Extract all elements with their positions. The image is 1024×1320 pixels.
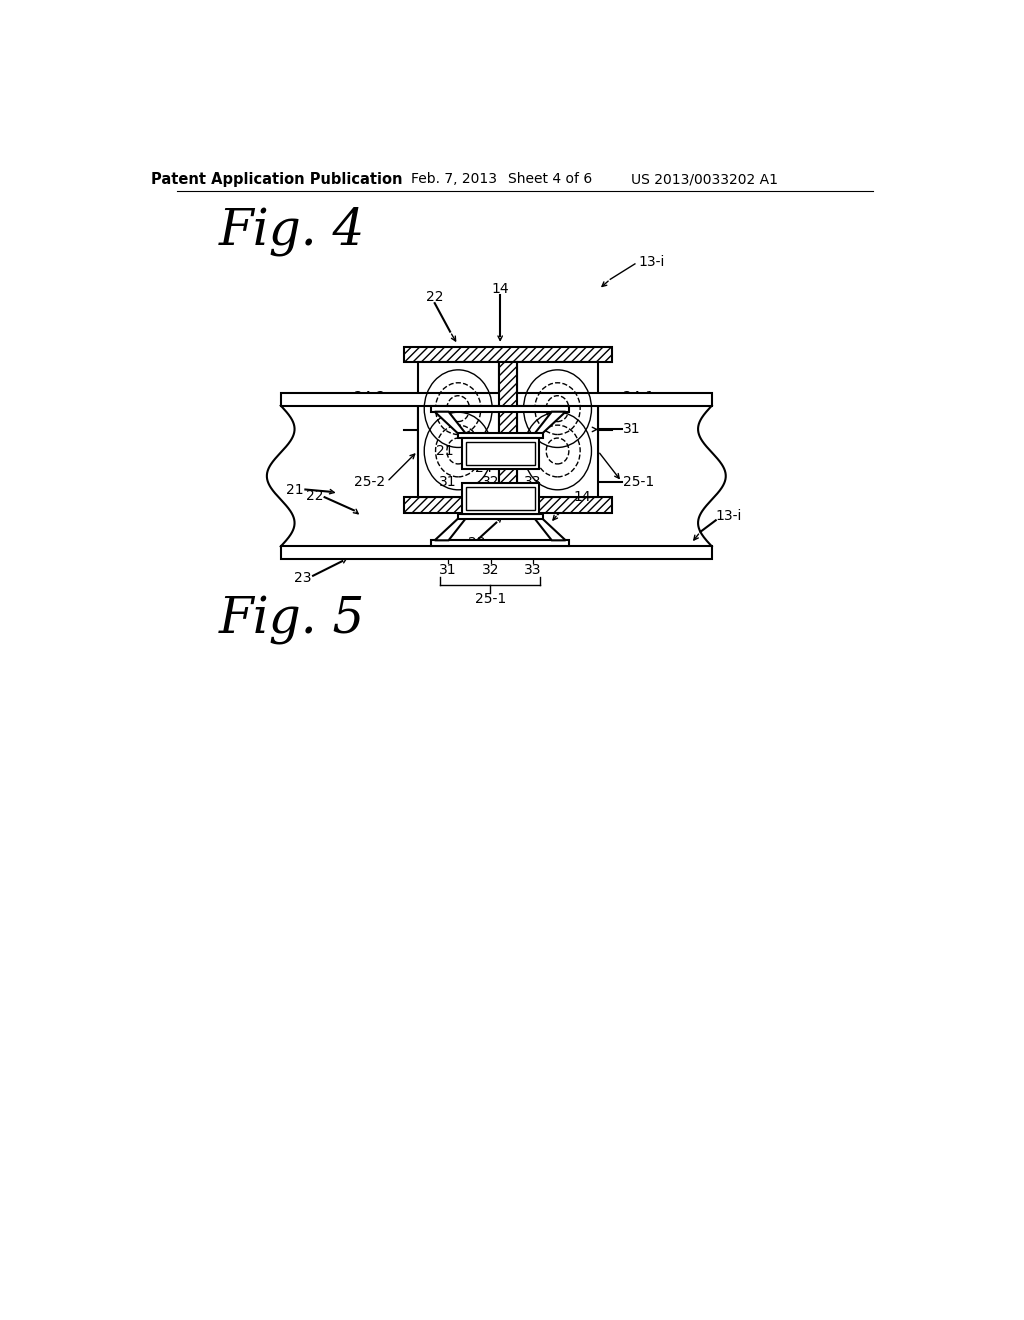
Polygon shape	[535, 519, 565, 540]
Text: US 2013/0033202 A1: US 2013/0033202 A1	[631, 172, 777, 186]
Text: 32: 32	[482, 475, 500, 488]
Text: 31: 31	[624, 422, 641, 437]
Bar	[403, 498, 611, 512]
Text: 14: 14	[492, 282, 509, 296]
Text: 24-1: 24-1	[624, 391, 654, 404]
Bar	[466, 442, 535, 465]
Text: 23: 23	[294, 572, 311, 585]
Text: 25-1: 25-1	[474, 591, 506, 606]
Text: Fig. 4: Fig. 4	[219, 207, 366, 256]
Text: 32: 32	[499, 455, 517, 470]
Text: 14: 14	[573, 490, 591, 504]
Text: Fig. 5: Fig. 5	[219, 595, 366, 645]
Bar	[418, 363, 499, 455]
Bar	[281, 546, 712, 558]
Text: 25-1: 25-1	[624, 475, 654, 488]
Text: Sheet 4 of 6: Sheet 4 of 6	[508, 172, 592, 186]
Text: 24-2: 24-2	[353, 391, 385, 404]
Polygon shape	[435, 519, 466, 540]
Bar	[403, 347, 611, 363]
Text: Patent Application Publication: Patent Application Publication	[152, 172, 402, 186]
Bar	[499, 363, 517, 498]
Bar	[403, 347, 611, 363]
Polygon shape	[535, 412, 565, 433]
Bar	[499, 363, 517, 498]
Text: 33: 33	[523, 562, 542, 577]
Bar	[517, 363, 598, 455]
Text: 21: 21	[436, 444, 454, 458]
Bar	[431, 540, 569, 546]
Text: 31: 31	[439, 562, 457, 577]
Text: 25-2: 25-2	[353, 475, 385, 488]
Text: 33: 33	[472, 455, 489, 470]
Text: 22: 22	[305, 488, 323, 503]
Text: 31: 31	[439, 475, 457, 488]
Text: 13-i: 13-i	[639, 255, 666, 269]
Bar	[431, 405, 569, 412]
Bar	[462, 483, 539, 515]
Text: 13-i: 13-i	[716, 510, 742, 524]
Text: Feb. 7, 2013: Feb. 7, 2013	[411, 172, 497, 186]
Bar	[462, 438, 539, 469]
Polygon shape	[435, 412, 466, 433]
Text: 33: 33	[523, 475, 542, 488]
Text: 32: 32	[482, 562, 500, 577]
Text: 24-1: 24-1	[474, 461, 506, 475]
Text: 21: 21	[286, 483, 304, 496]
Bar	[466, 487, 535, 511]
Text: 23: 23	[468, 536, 485, 550]
Bar	[517, 405, 598, 498]
Text: 22: 22	[426, 290, 443, 304]
Bar	[418, 405, 499, 498]
Bar	[458, 433, 543, 438]
Bar	[458, 513, 543, 519]
Bar	[281, 393, 712, 405]
Bar	[403, 498, 611, 512]
